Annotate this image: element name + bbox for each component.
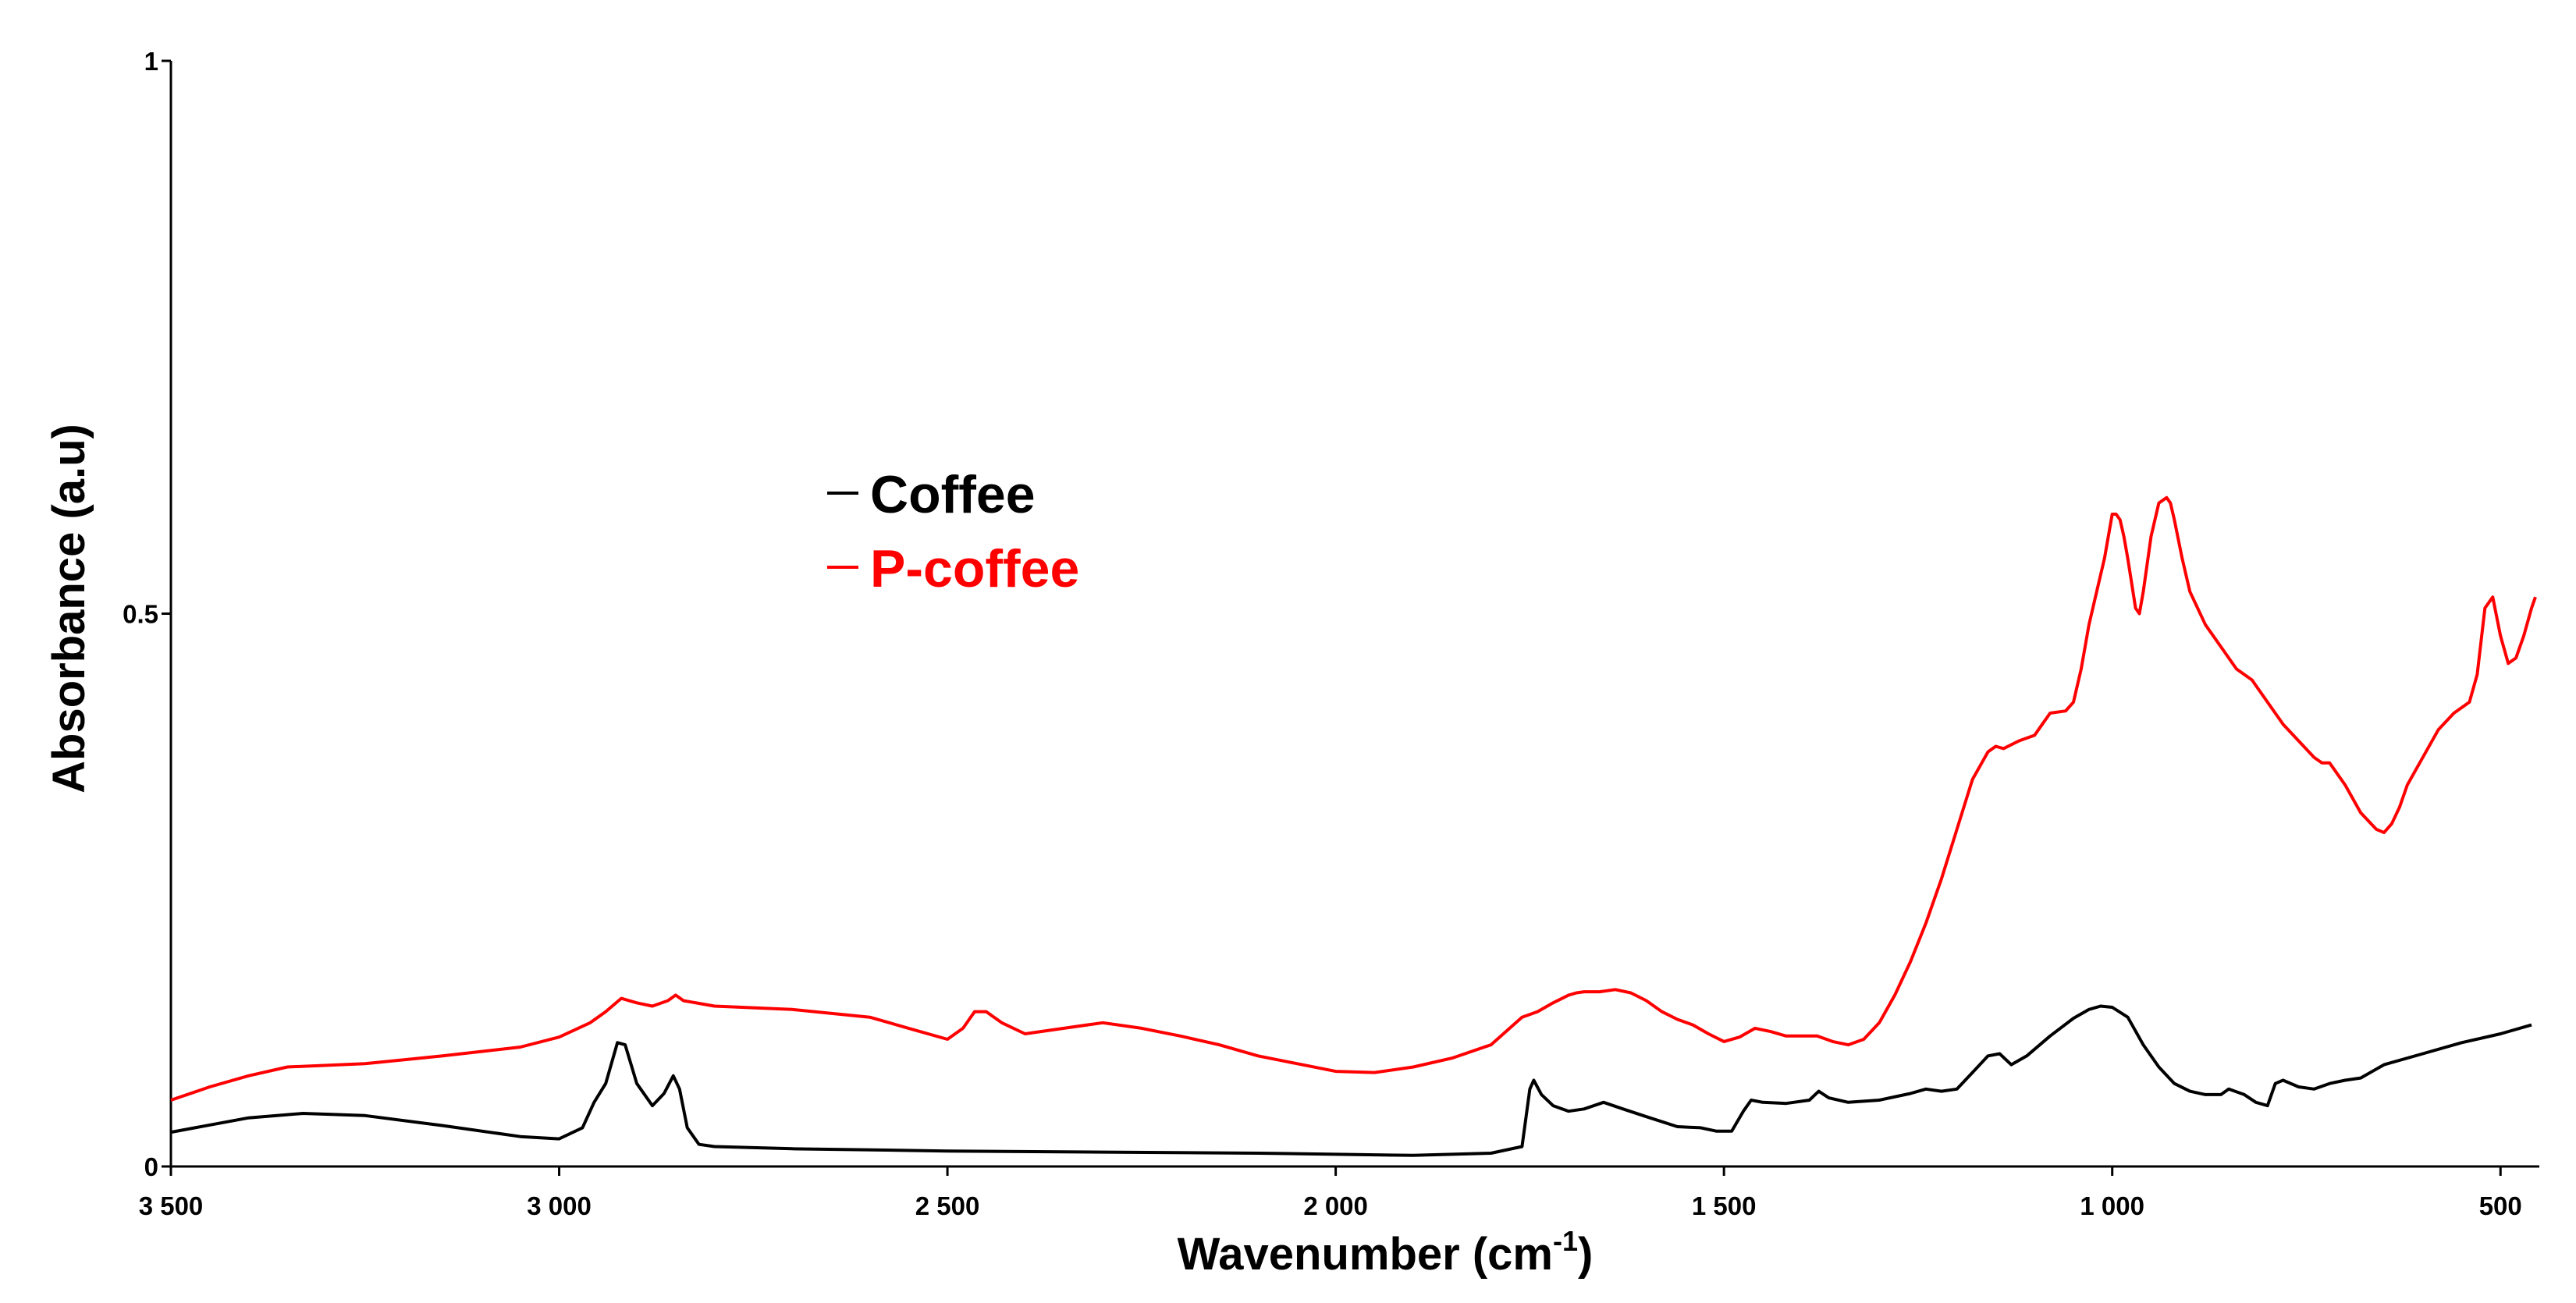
x-tick-label: 1 000 bbox=[2080, 1191, 2144, 1220]
y-axis-ticks: 00.51 bbox=[123, 47, 171, 1181]
legend-label-coffee: Coffee bbox=[870, 465, 1036, 524]
y-tick-label: 1 bbox=[144, 47, 158, 76]
x-tick-label: 1 500 bbox=[1692, 1191, 1757, 1220]
x-axis-title-superscript: -1 bbox=[1553, 1225, 1578, 1257]
legend-label-p-coffee: P-coffee bbox=[870, 539, 1079, 598]
x-tick-label: 3 000 bbox=[527, 1191, 592, 1220]
x-axis-title-end: ) bbox=[1578, 1229, 1593, 1280]
x-tick-label: 2 500 bbox=[915, 1191, 980, 1220]
series-layer bbox=[170, 495, 2537, 1157]
series-line-coffee bbox=[170, 1004, 2532, 1157]
series-line-p-coffee bbox=[170, 495, 2537, 1102]
x-axis-title: Wavenumber (cm-1) bbox=[1178, 1225, 1594, 1280]
y-axis-title: Absorbance (a.u) bbox=[44, 424, 94, 794]
legend: Coffee P-coffee bbox=[827, 465, 1079, 598]
x-tick-label: 500 bbox=[2479, 1191, 2522, 1220]
x-axis-ticks: 3 500 3 000 2 500 2 000 1 500 1 000 500 bbox=[139, 1166, 2522, 1220]
y-tick-label: 0 bbox=[144, 1152, 158, 1181]
y-tick-label: 0.5 bbox=[123, 600, 158, 629]
x-tick-label: 2 000 bbox=[1303, 1191, 1368, 1220]
x-tick-label: 3 500 bbox=[139, 1191, 204, 1220]
